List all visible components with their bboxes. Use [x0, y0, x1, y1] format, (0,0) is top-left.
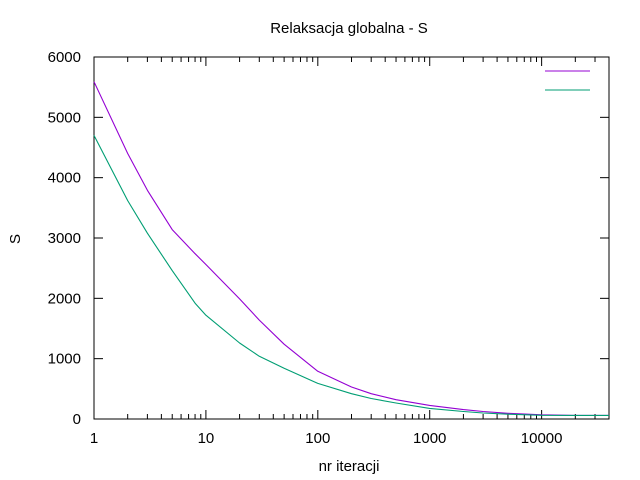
series-layer [93, 81, 609, 416]
y-tick-label: 3000 [48, 230, 81, 247]
y-tick-label: 4000 [48, 170, 81, 187]
x-tick-label: 1000 [413, 430, 446, 447]
chart-title: Relaksacja globalna - S [270, 20, 428, 37]
x-tick-label: 100 [305, 430, 330, 447]
y-tick-label: 6000 [48, 49, 81, 66]
series-line-1 [93, 81, 609, 416]
y-tick-label: 5000 [48, 109, 81, 126]
x-tick-label: 10 [198, 430, 215, 447]
x-tick-label: 10000 [521, 430, 563, 447]
y-tick-label: 1000 [48, 351, 81, 368]
legend [545, 70, 590, 91]
y-tick-label: 0 [73, 411, 81, 428]
plot-frame [93, 56, 610, 420]
series-line-2 [93, 135, 609, 416]
x-tick-label: 1 [90, 430, 98, 447]
y-tick-label: 2000 [48, 290, 81, 307]
axes: 0 1000 2000 3000 4000 5000 6000 1 10 100 1000 10000 [48, 49, 610, 447]
y-axis-label: S [7, 234, 24, 244]
x-axis-label: nr iteracji [319, 458, 380, 475]
